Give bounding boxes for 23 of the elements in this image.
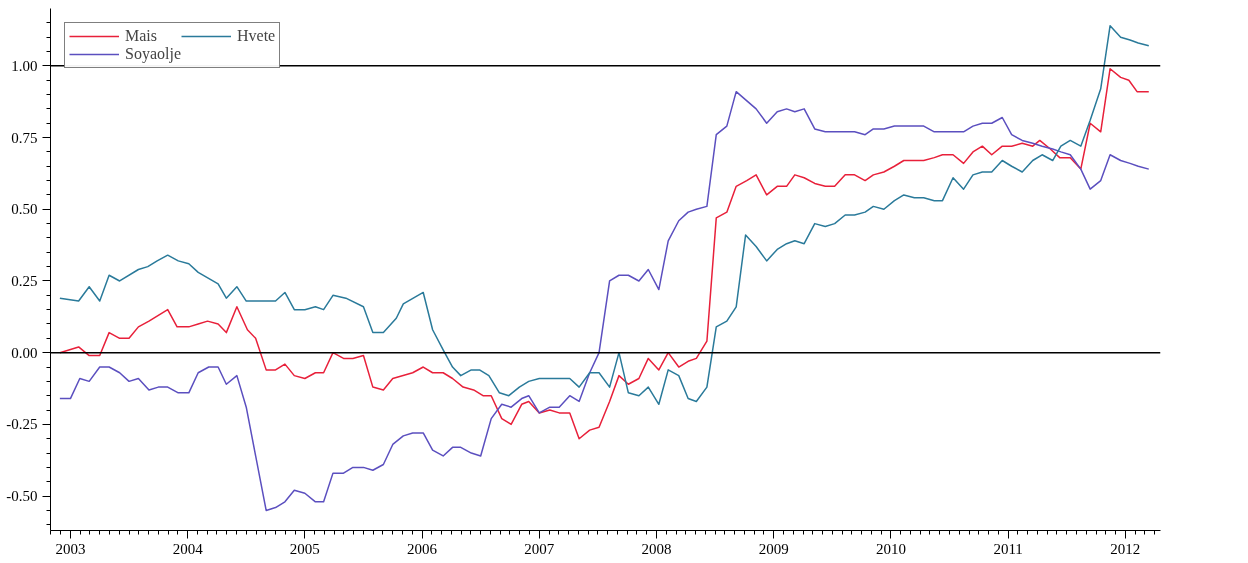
y-tick-label: -0.25 xyxy=(6,416,38,433)
y-tick-label: 0.25 xyxy=(11,272,38,289)
x-tick-label: 2008 xyxy=(641,540,672,557)
y-tick-label: 0.50 xyxy=(11,201,38,218)
x-tick-label: 2005 xyxy=(289,540,320,557)
x-tick-label: 2011 xyxy=(993,540,1023,557)
y-tick-label: 0.75 xyxy=(11,129,38,146)
y-tick-label: 1.00 xyxy=(11,57,38,74)
line-series xyxy=(59,67,1150,440)
legend-label: Mais xyxy=(125,27,157,45)
x-tick-label: 2007 xyxy=(524,540,555,557)
x-tick-label: 2004 xyxy=(172,540,204,557)
legend-label: Soyaolje xyxy=(125,45,181,63)
x-tick-label: 2006 xyxy=(407,540,438,557)
x-tick-label: 2010 xyxy=(875,540,906,557)
x-tick-label: 2012 xyxy=(1110,540,1141,557)
legend-label: Hvete xyxy=(237,27,276,45)
line-series xyxy=(59,90,1150,512)
x-tick-label: 2003 xyxy=(55,540,86,557)
y-tick-label: -0.50 xyxy=(6,488,38,505)
x-tick-label: 2009 xyxy=(758,540,789,557)
y-tick-label: 0.00 xyxy=(11,344,38,361)
line-series xyxy=(59,24,1150,406)
